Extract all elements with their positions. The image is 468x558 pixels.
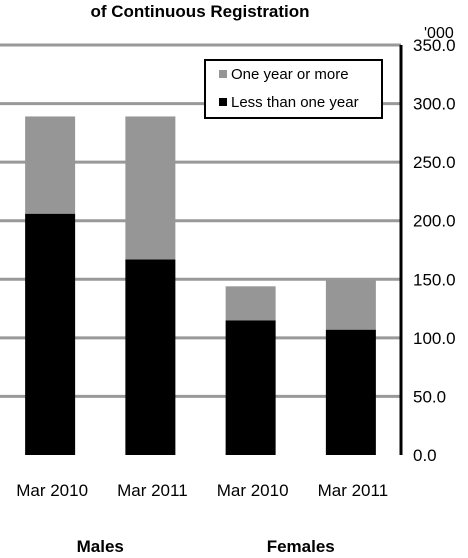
x-category-label: Mar 2011 (117, 481, 188, 500)
legend-swatch (219, 70, 227, 78)
x-category-labels: Mar 2010 Mar 2011 Mar 2010 Mar 2011 (16, 481, 388, 500)
bar-segment (325, 329, 376, 455)
stacked-bars (25, 116, 376, 455)
x-category-label: Mar 2010 (16, 481, 88, 500)
legend-label: One year or more (231, 66, 349, 83)
y-tick-label: 200.0 (413, 212, 456, 231)
group-labels: Males Females (77, 537, 335, 556)
y-tick-labels: 0.0 50.0 100.0 150.0 200.0 250.0 300.0 350.0 (413, 36, 456, 465)
bar-segment (25, 116, 76, 214)
y-tick-label: 250.0 (413, 153, 456, 172)
group-label: Males (77, 537, 124, 556)
bar-segment (25, 213, 76, 455)
bar-segment (225, 320, 276, 455)
legend-swatch (219, 98, 227, 106)
x-category-label: Mar 2010 (217, 481, 289, 500)
y-tick-label: 100.0 (413, 329, 456, 348)
y-tick-label: 150.0 (413, 270, 456, 289)
y-tick-label: 0.0 (413, 446, 437, 465)
chart-title: of Continuous Registration (90, 2, 309, 21)
y-unit-label: '000 (424, 25, 454, 42)
bar-segment (125, 259, 176, 455)
legend-box (204, 59, 383, 119)
y-tick-label: 50.0 (413, 387, 446, 406)
bar-segment (125, 116, 176, 260)
legend: One year or more Less than one year (204, 59, 383, 119)
x-category-label: Mar 2011 (318, 481, 389, 500)
y-tick-label: 350.0 (413, 36, 456, 55)
group-label: Females (267, 537, 335, 556)
legend-label: Less than one year (231, 94, 359, 111)
bar-segment (225, 286, 276, 321)
y-tick-label: 300.0 (413, 95, 456, 114)
bar-segment (325, 280, 376, 330)
